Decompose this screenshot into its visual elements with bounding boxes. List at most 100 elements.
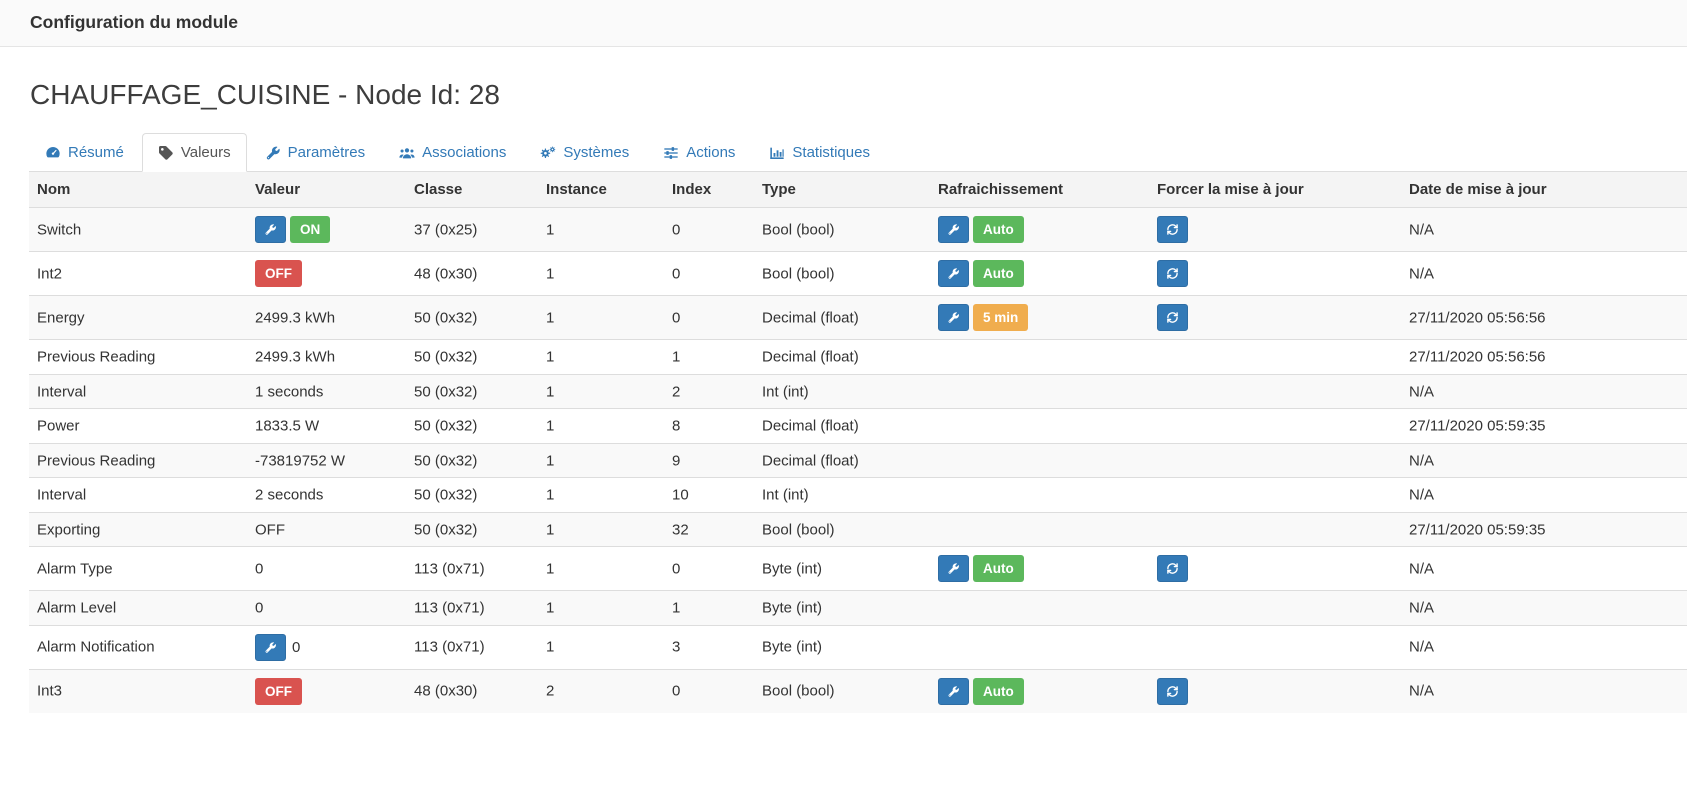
cell-value: 0 xyxy=(247,546,406,591)
cell-refresh: Auto xyxy=(930,668,1149,713)
cell-text: 113 (0x71) xyxy=(414,560,485,578)
cell-date: N/A xyxy=(1401,208,1687,252)
tab-associations[interactable]: Associations xyxy=(383,133,522,172)
cell-text: 1 xyxy=(546,560,555,578)
cell-type: Decimal (float) xyxy=(754,408,930,444)
cell-text: 50 (0x32) xyxy=(414,348,478,366)
cell-text: 113 (0x71) xyxy=(414,599,485,617)
table-row: Switch ON 37 (0x25) 1 0 Bool (bool) Auto N/A xyxy=(29,207,1687,252)
cell-text: Byte (int) xyxy=(762,638,823,656)
force-refresh-button[interactable] xyxy=(1157,677,1188,705)
cell-index: 0 xyxy=(664,546,754,591)
cell-refresh xyxy=(930,624,1149,670)
cell-text: 2499.3 kWh xyxy=(255,348,336,366)
cell-name: Int3 xyxy=(29,668,247,713)
cell-text: 1 xyxy=(546,521,555,539)
column-header-type: Type xyxy=(754,172,930,208)
tab-label: Résumé xyxy=(68,144,124,161)
cell-text: Exporting xyxy=(37,521,101,539)
cell-instance: 1 xyxy=(538,373,664,409)
cell-class: 50 (0x32) xyxy=(406,373,538,409)
cell-refresh xyxy=(930,590,1149,626)
cell-date: N/A xyxy=(1401,373,1687,409)
tab-valeurs[interactable]: Valeurs xyxy=(141,133,247,172)
force-refresh-button[interactable] xyxy=(1157,555,1188,583)
cell-class: 50 (0x32) xyxy=(406,295,538,340)
cell-text: 50 (0x32) xyxy=(414,309,478,327)
cell-text: Power xyxy=(37,417,80,435)
edit-refresh-button[interactable] xyxy=(938,260,969,287)
cell-date: N/A xyxy=(1401,546,1687,591)
column-header-index: Index xyxy=(664,172,754,208)
edit-refresh-button[interactable] xyxy=(938,304,969,331)
cell-index: 8 xyxy=(664,408,754,444)
cell-index: 10 xyxy=(664,477,754,513)
cell-force-update xyxy=(1149,668,1401,713)
wrench-icon xyxy=(947,223,960,236)
table-row: Interval 1 seconds 50 (0x32) 1 2 Int (int) N/A xyxy=(29,373,1687,409)
cell-type: Bool (bool) xyxy=(754,208,930,252)
cell-index: 2 xyxy=(664,373,754,409)
cell-name: Interval xyxy=(29,373,247,409)
column-header-rafraichissement: Rafraichissement xyxy=(930,172,1149,208)
refresh-mode-badge[interactable]: Auto xyxy=(973,677,1024,705)
tab-statistiques[interactable]: Statistiques xyxy=(753,133,886,172)
cell-text: Decimal (float) xyxy=(762,452,859,470)
tab-resume[interactable]: Résumé xyxy=(29,133,140,172)
cell-text: 1 seconds xyxy=(255,383,324,401)
value-badge[interactable]: OFF xyxy=(255,260,302,287)
edit-value-button[interactable] xyxy=(255,216,286,243)
force-refresh-button[interactable] xyxy=(1157,216,1188,243)
cell-refresh xyxy=(930,408,1149,444)
edit-refresh-button[interactable] xyxy=(938,216,969,243)
cell-text: N/A xyxy=(1409,265,1435,283)
cell-force-update xyxy=(1149,624,1401,670)
cell-text: Decimal (float) xyxy=(762,348,859,366)
cell-text: Interval xyxy=(37,486,87,504)
cell-text: 1 xyxy=(546,309,555,327)
cell-instance: 1 xyxy=(538,251,664,296)
cell-instance: 1 xyxy=(538,624,664,670)
cell-text: Decimal (float) xyxy=(762,309,859,327)
wrench-icon xyxy=(947,685,960,698)
edit-refresh-button[interactable] xyxy=(938,677,969,705)
cell-text: 27/11/2020 05:56:56 xyxy=(1409,348,1546,366)
refresh-icon xyxy=(1166,311,1179,324)
tab-systemes[interactable]: Systèmes xyxy=(524,133,645,172)
cell-type: Byte (int) xyxy=(754,590,930,626)
table-row: Exporting OFF 50 (0x32) 1 32 Bool (bool) 27/11… xyxy=(29,511,1687,547)
cell-text: 1 xyxy=(546,383,555,401)
cell-text: N/A xyxy=(1409,682,1435,700)
refresh-mode-badge[interactable]: 5 min xyxy=(973,304,1029,331)
cell-index: 3 xyxy=(664,624,754,670)
cell-text: Bool (bool) xyxy=(762,221,835,239)
value-badge[interactable]: OFF xyxy=(255,677,302,705)
refresh-mode-badge[interactable]: Auto xyxy=(973,216,1024,243)
cell-value: 1 seconds xyxy=(247,373,406,409)
force-refresh-button[interactable] xyxy=(1157,260,1188,287)
cell-name: Energy xyxy=(29,295,247,340)
refresh-mode-badge[interactable]: Auto xyxy=(973,555,1024,583)
cell-index: 0 xyxy=(664,295,754,340)
module-config-panel: CHAUFFAGE_CUISINE - Node Id: 28 Résumé V… xyxy=(0,47,1687,743)
cell-class: 48 (0x30) xyxy=(406,668,538,713)
cell-text: 37 (0x25) xyxy=(414,221,478,239)
cell-type: Byte (int) xyxy=(754,624,930,670)
refresh-mode-badge[interactable]: Auto xyxy=(973,260,1024,287)
cell-value: 2 seconds xyxy=(247,477,406,513)
table-row: Interval 2 seconds 50 (0x32) 1 10 Int (int) N/… xyxy=(29,477,1687,513)
tab-parametres[interactable]: Paramètres xyxy=(249,133,382,172)
edit-value-button[interactable] xyxy=(255,633,286,661)
table-row: Previous Reading -73819752 W 50 (0x32) 1 9 De… xyxy=(29,442,1687,478)
cell-text: 1 xyxy=(672,348,681,366)
cell-text: 0 xyxy=(255,599,264,617)
value-badge[interactable]: ON xyxy=(290,216,331,243)
cell-force-update xyxy=(1149,295,1401,340)
cell-text: 0 xyxy=(672,221,681,239)
tab-actions[interactable]: Actions xyxy=(647,133,751,172)
wrench-icon xyxy=(947,267,960,280)
cell-text: N/A xyxy=(1409,383,1435,401)
force-refresh-button[interactable] xyxy=(1157,304,1188,331)
edit-refresh-button[interactable] xyxy=(938,555,969,583)
cell-text: 9 xyxy=(672,452,681,470)
